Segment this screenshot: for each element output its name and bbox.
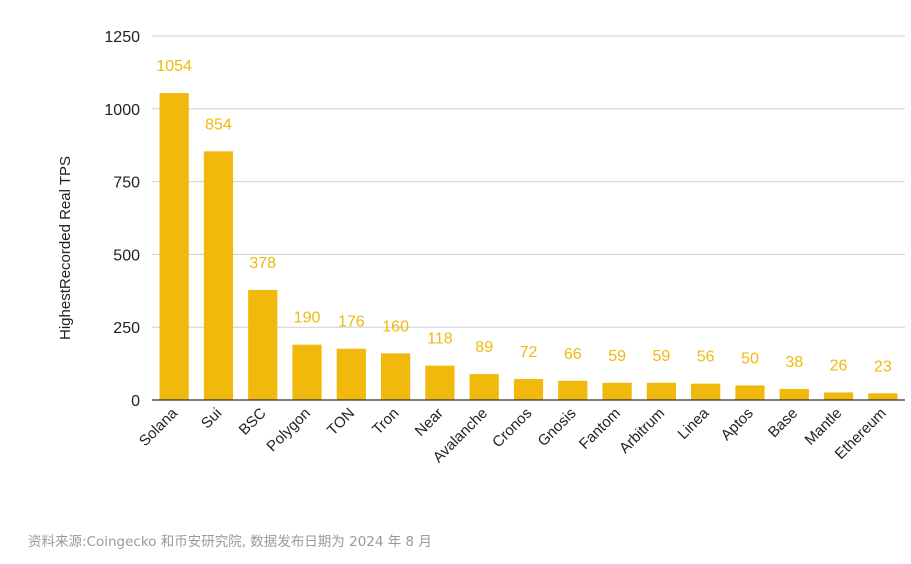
x-tick-label: Base (765, 405, 801, 441)
data-label: 190 (294, 310, 321, 327)
y-tick-label: 250 (113, 320, 140, 337)
data-label: 854 (205, 116, 232, 133)
y-tick-label: 1250 (104, 29, 140, 46)
data-label: 66 (564, 346, 582, 363)
data-label: 72 (520, 344, 538, 361)
x-tick-label: Sui (198, 405, 225, 432)
bar-mantle (823, 392, 854, 400)
bar-base (779, 388, 809, 400)
x-tick-label: Aptos (718, 405, 757, 444)
bar-bsc (248, 289, 278, 400)
x-tick-label: Tron (369, 405, 402, 438)
data-label: 176 (338, 314, 365, 331)
bar-chart: 0 250 500 750 1000 1250 1054 854 378 190 176 160 11… (57, 29, 905, 466)
data-label: 38 (785, 354, 803, 371)
data-label: 23 (874, 358, 892, 375)
y-axis-label: HighestRecorded Real TPS (57, 156, 74, 340)
x-tick-label: Solana (136, 404, 182, 450)
x-tick-label: Cronos (489, 405, 535, 451)
bar-aptos (735, 385, 765, 400)
data-label: 118 (427, 331, 453, 348)
bar-sui (203, 151, 234, 400)
bar-near (425, 365, 455, 400)
x-tick-label: Gnosis (535, 405, 580, 450)
x-tick-label: Arbitrum (616, 405, 668, 457)
data-label: 1054 (156, 58, 192, 75)
x-tick-label: Linea (675, 404, 713, 442)
data-label: 26 (830, 357, 848, 374)
data-label: 50 (741, 350, 759, 367)
x-tick-label: BSC (236, 405, 270, 439)
bars (159, 93, 898, 401)
y-axis-ticks: 0 250 500 750 1000 1250 (104, 29, 140, 410)
bar-avalanche (469, 374, 499, 400)
gridlines (152, 35, 905, 328)
data-labels: 1054 854 378 190 176 160 118 89 72 66 59 59 56 50 38 26… (156, 58, 892, 375)
bar-solana (159, 93, 189, 401)
data-label: 160 (382, 318, 409, 335)
data-label: 59 (608, 348, 626, 365)
x-tick-label: Mantle (802, 405, 846, 449)
bar-fantom (602, 382, 632, 400)
x-tick-label: TON (324, 405, 358, 439)
x-tick-label: Polygon (263, 405, 313, 455)
data-label: 378 (249, 255, 276, 272)
data-label: 59 (652, 348, 670, 365)
data-label: 56 (697, 349, 715, 366)
bar-cronos (513, 379, 544, 400)
bar-arbitrum (646, 382, 676, 400)
bar-tron (381, 353, 411, 400)
y-tick-label: 1000 (104, 102, 140, 119)
bar-ethereum (868, 393, 898, 400)
bar-linea (691, 383, 721, 400)
y-tick-label: 750 (113, 175, 140, 192)
bar-polygon (292, 344, 322, 400)
y-tick-label: 500 (113, 247, 140, 264)
bar-ton (336, 348, 366, 400)
bar-gnosis (558, 380, 588, 400)
data-label: 89 (475, 339, 493, 356)
x-tick-label: Near (412, 405, 447, 440)
source-note: 资料来源:Coingecko 和币安研究院, 数据发布日期为 2024 年 8 … (28, 534, 432, 550)
y-tick-label: 0 (131, 393, 140, 410)
